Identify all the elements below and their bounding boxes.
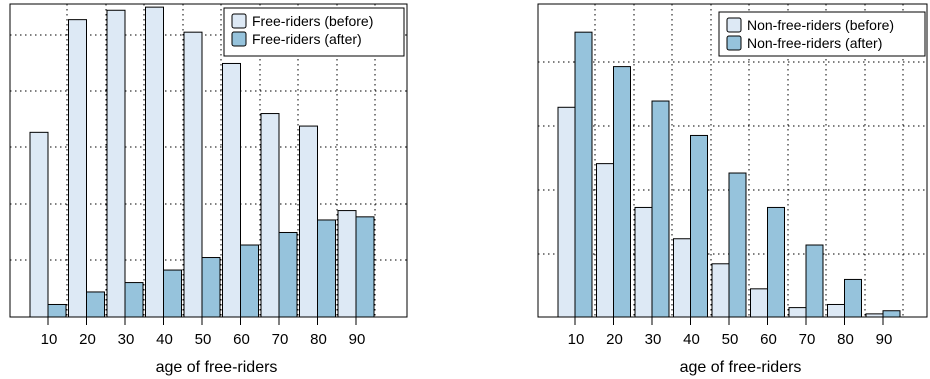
x-tick-label: 50 <box>722 331 739 348</box>
legend-box <box>718 11 926 57</box>
bar-before-10 <box>29 131 49 318</box>
bar-before-70 <box>788 307 807 318</box>
x-tick-label: 70 <box>799 331 816 348</box>
bar-after-60 <box>240 244 259 318</box>
bar-before-30 <box>634 206 653 318</box>
x-tick-label: 60 <box>233 331 250 348</box>
bar-after-70 <box>278 231 298 318</box>
bar-after-40 <box>163 269 182 318</box>
bar-after-50 <box>728 172 747 318</box>
legend-swatch <box>231 31 247 47</box>
legend-entry: Non-free-riders (before) <box>747 17 894 33</box>
plot-frame <box>537 3 928 318</box>
x-axis-label: age of free-riders <box>156 359 278 376</box>
bar-before-50 <box>711 263 730 318</box>
x-tick-label: 60 <box>760 331 777 348</box>
bar-after-90 <box>882 310 901 318</box>
bar-after-50 <box>201 257 221 318</box>
x-tick-label: 20 <box>79 331 96 348</box>
chart-panel-left: 10 20 30 40 50 60 70 80 90 age of free-riders Free… <box>9 3 408 376</box>
legend-box <box>223 7 405 57</box>
x-tick-label: 90 <box>349 331 366 348</box>
legend-swatch <box>231 13 247 29</box>
bar-after-20 <box>613 66 631 318</box>
bar-after-80 <box>844 278 862 318</box>
x-tick-label: 90 <box>876 331 893 348</box>
x-tick-label: 20 <box>606 331 623 348</box>
legend-entry: Free-riders (after) <box>252 31 362 47</box>
bar-after-20 <box>86 291 105 318</box>
bar-before-30 <box>106 9 126 318</box>
bar-before-80 <box>299 125 318 318</box>
plot-frame <box>9 3 408 318</box>
bar-after-40 <box>690 134 708 318</box>
x-tick-label: 30 <box>118 331 135 348</box>
chart-panel-right: 10 20 30 40 50 60 70 80 90 age of free-riders Non-… <box>537 3 928 376</box>
x-tick-label: 40 <box>156 331 173 348</box>
bar-before-20 <box>68 19 87 318</box>
x-tick-label: 50 <box>195 331 212 348</box>
x-tick-label: 10 <box>41 331 58 348</box>
bar-after-70 <box>805 244 824 318</box>
bar-before-40 <box>145 6 164 318</box>
bar-after-60 <box>767 206 785 318</box>
x-tick-label: 80 <box>837 331 854 348</box>
bar-before-90 <box>337 210 357 318</box>
bar-before-60 <box>222 62 241 318</box>
x-axis-label: age of free-riders <box>680 359 802 376</box>
x-tick-label: 70 <box>272 331 289 348</box>
bar-after-30 <box>651 100 670 318</box>
bar-after-30 <box>124 282 144 318</box>
bar-after-90 <box>355 216 375 318</box>
x-tick-label: 80 <box>310 331 327 348</box>
bar-before-70 <box>260 113 280 318</box>
bar-before-20 <box>596 163 614 318</box>
bar-before-50 <box>183 31 203 318</box>
x-tick-label: 10 <box>568 331 585 348</box>
bar-after-80 <box>317 219 336 318</box>
x-tick-label: 30 <box>645 331 662 348</box>
bar-after-10 <box>574 31 593 318</box>
x-tick-label: 40 <box>683 331 700 348</box>
bar-before-80 <box>827 303 845 318</box>
legend-swatch <box>726 17 742 33</box>
bar-before-10 <box>557 106 576 318</box>
legend-swatch <box>726 35 742 51</box>
bar-before-40 <box>673 238 691 318</box>
bar-after-10 <box>47 303 67 318</box>
legend-entry: Free-riders (before) <box>252 13 373 29</box>
bar-before-60 <box>750 288 768 318</box>
legend-entry: Non-free-riders (after) <box>747 35 882 51</box>
